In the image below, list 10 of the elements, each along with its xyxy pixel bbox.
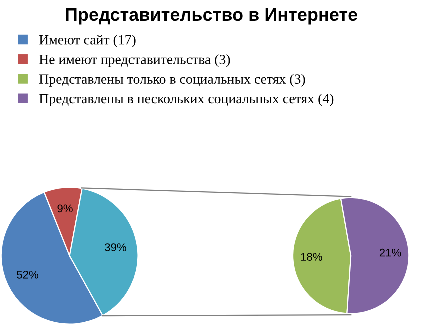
legend-label: Представлены в нескольких социальных сетях (4) <box>39 94 334 106</box>
data-label: 52% <box>17 270 38 279</box>
data-label: 39% <box>105 244 126 252</box>
data-label: 18% <box>301 253 322 262</box>
legend-label: Представлены только в социальных сетях (3) <box>39 74 306 87</box>
chart-title: Представительство в Интернете <box>66 8 358 25</box>
data-label: 21% <box>380 248 402 257</box>
data-label: 9% <box>58 204 73 213</box>
legend-label: Не имеют представительства (3) <box>39 54 230 68</box>
legend-label: Имеют сайт (17) <box>39 34 136 48</box>
